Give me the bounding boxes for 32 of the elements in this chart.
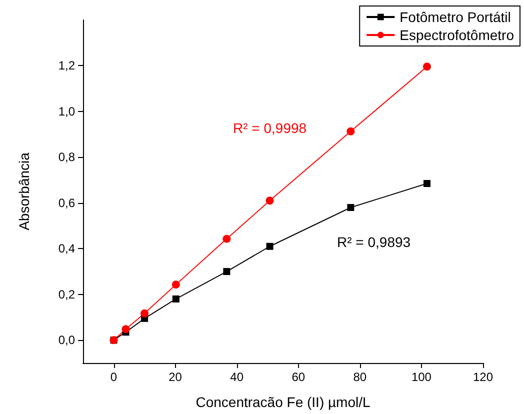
x-tick-label: 100: [411, 370, 432, 384]
x-axis-title: Concentracão Fe (II) µmol/L: [196, 394, 370, 410]
y-tick-label: 0,6: [58, 196, 76, 210]
annotation: R² = 0,9998: [233, 120, 307, 136]
point: [346, 127, 355, 136]
point: [140, 309, 149, 318]
x-tick-label: 60: [292, 370, 306, 384]
y-tick-label: 1,2: [58, 58, 76, 73]
y-tick-label: 0,0: [58, 333, 76, 348]
x-tick-label: 120: [472, 370, 494, 384]
y-tick-label: 1,0: [58, 104, 76, 118]
y-tick-label: 0,8: [58, 150, 76, 164]
point: [266, 196, 274, 205]
y-tick-label: 0,4: [58, 242, 76, 256]
legend-label: Espectrofotômetro: [400, 27, 514, 43]
point: [347, 204, 354, 212]
y-tick-label: 0,2: [58, 287, 76, 302]
y-axis-title: Absorbância: [16, 152, 32, 230]
point: [424, 180, 430, 187]
point: [172, 295, 180, 302]
point: [223, 268, 230, 276]
point: [172, 280, 180, 289]
legend-label: Fotômetro Portátil: [400, 9, 511, 25]
point: [423, 62, 431, 71]
point: [222, 234, 231, 243]
x-tick-label: 20: [168, 370, 182, 384]
x-tick-label: 80: [353, 370, 367, 384]
point: [266, 242, 274, 250]
x-tick-label: 40: [230, 370, 244, 384]
x-tick-label: 0: [110, 370, 118, 384]
annotation: R² = 0,9893: [337, 234, 411, 250]
point: [122, 325, 130, 334]
